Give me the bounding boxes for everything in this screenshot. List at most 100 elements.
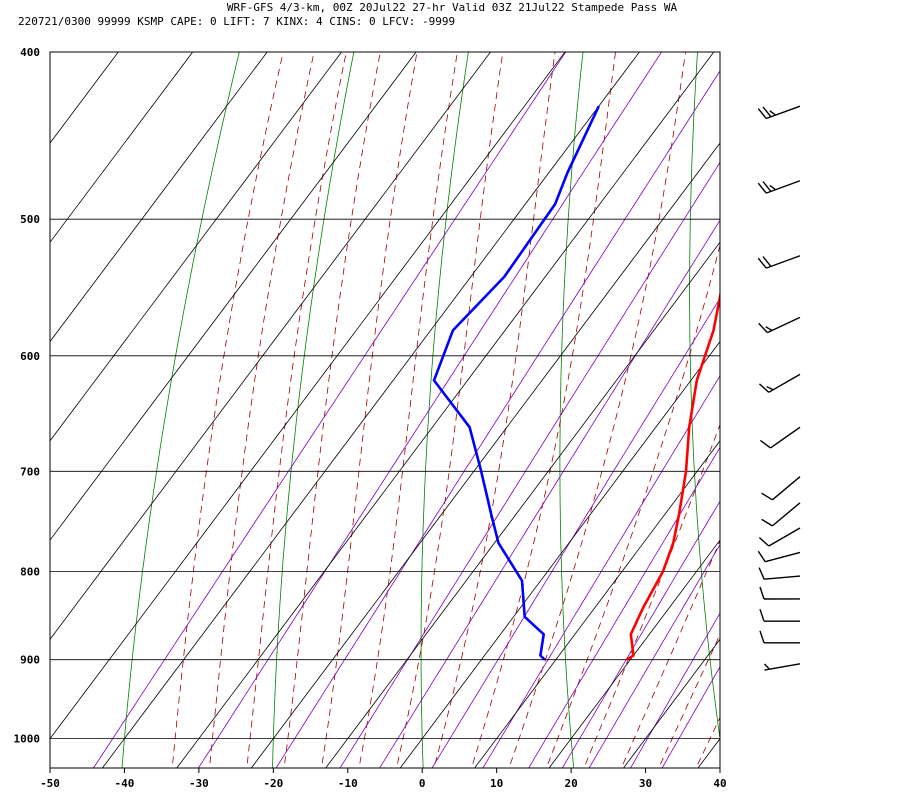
mixing-ratio-line bbox=[588, 543, 720, 768]
chart-title: WRF-GFS 4/3-km, 00Z 20Jul22 27-hr Valid … bbox=[227, 1, 678, 14]
x-tick-label: -30 bbox=[189, 777, 209, 790]
y-tick-label: 900 bbox=[20, 654, 40, 667]
moist-adiabat-line bbox=[246, 52, 347, 768]
wind-barb-staff bbox=[765, 551, 801, 563]
y-tick-label: 400 bbox=[20, 46, 40, 59]
wind-barb-staff bbox=[764, 575, 801, 580]
moist-adiabat-line bbox=[208, 52, 315, 768]
moist-adiabat-line bbox=[433, 52, 556, 768]
wind-barb bbox=[758, 567, 801, 580]
mixing-ratio-line bbox=[630, 612, 720, 768]
wind-barb bbox=[761, 476, 801, 501]
moist-adiabat-line bbox=[471, 52, 616, 768]
isotherm-line bbox=[623, 638, 720, 768]
dewpoint-profile bbox=[432, 105, 600, 661]
y-tick-label: 1000 bbox=[14, 733, 41, 746]
isotherm-line bbox=[50, 52, 417, 541]
isotherm-line bbox=[176, 52, 715, 768]
moist-adiabat-line bbox=[395, 52, 504, 768]
wind-barb-staff bbox=[765, 255, 801, 269]
wind-barb bbox=[759, 630, 801, 644]
wind-barb-staff bbox=[768, 373, 801, 393]
mixing-ratio-line bbox=[339, 161, 720, 768]
isotherm-line bbox=[474, 440, 720, 768]
mixing-ratio-line bbox=[661, 666, 720, 768]
wind-barb-feather bbox=[759, 608, 765, 622]
isotherm-line bbox=[697, 738, 720, 768]
plot-frame bbox=[49, 51, 721, 769]
dry-adiabat-line bbox=[121, 52, 240, 768]
wind-barb-feather bbox=[766, 385, 774, 391]
mixing-ratio-line bbox=[431, 297, 720, 768]
moist-adiabat-line bbox=[620, 539, 720, 768]
x-tick-label: -20 bbox=[263, 777, 283, 790]
wind-barb-staff bbox=[765, 180, 801, 194]
isotherm-line bbox=[50, 52, 268, 343]
dry-adiabat-line bbox=[689, 52, 720, 742]
mixing-ratio-line bbox=[92, 52, 567, 768]
chart-subtitle: 220721/0300 99999 KSMP CAPE: 0 LIFT: 7 K… bbox=[18, 15, 455, 28]
mixing-ratio-line bbox=[482, 375, 720, 768]
wind-barb-staff bbox=[767, 316, 801, 334]
x-tick-label: -40 bbox=[115, 777, 135, 790]
wind-barb-staff bbox=[764, 663, 801, 671]
wind-barb-feather bbox=[761, 492, 773, 501]
isotherm-line bbox=[50, 52, 119, 144]
wind-barb bbox=[758, 527, 801, 547]
isotherm-line bbox=[50, 52, 566, 740]
wind-barb bbox=[759, 426, 801, 449]
y-tick-label: 500 bbox=[20, 213, 40, 226]
wind-barb-staff bbox=[768, 527, 801, 547]
temperature-profile bbox=[625, 290, 720, 661]
mixing-ratio-line bbox=[197, 52, 662, 768]
wind-barb-feather bbox=[758, 537, 770, 547]
isotherm-line bbox=[50, 52, 342, 442]
moist-adiabat-line bbox=[695, 716, 720, 768]
y-tick-label: 600 bbox=[20, 350, 40, 363]
isotherm-line bbox=[102, 52, 640, 768]
y-tick-label: 700 bbox=[20, 465, 40, 478]
isotherm-line bbox=[250, 142, 720, 768]
wind-barb bbox=[757, 105, 801, 120]
x-tick-label: -50 bbox=[40, 777, 60, 790]
moist-adiabat-line bbox=[583, 423, 720, 768]
x-tick-label: 40 bbox=[713, 777, 726, 790]
wind-barb bbox=[758, 373, 801, 393]
wind-barb-staff bbox=[771, 476, 801, 501]
mixing-ratio-line bbox=[561, 500, 720, 768]
x-tick-label: 0 bbox=[419, 777, 426, 790]
wind-barb bbox=[757, 550, 801, 563]
moist-adiabat-line bbox=[321, 52, 418, 768]
dry-adiabat-line bbox=[272, 52, 355, 768]
isotherm-line bbox=[548, 539, 720, 768]
wind-barb-feather bbox=[757, 550, 766, 563]
wind-barb-feather bbox=[757, 108, 767, 119]
wind-barb-feather bbox=[757, 257, 767, 269]
wind-barb-feather bbox=[758, 383, 770, 393]
wind-barb-feather bbox=[759, 439, 771, 449]
dry-adiabat-line bbox=[420, 52, 469, 768]
wind-barb-staff bbox=[770, 426, 801, 449]
wind-barb-feather bbox=[765, 326, 773, 332]
isotherm-line bbox=[399, 340, 720, 768]
x-tick-label: -10 bbox=[338, 777, 358, 790]
wind-barb bbox=[758, 316, 801, 334]
wind-barb-feather bbox=[769, 110, 777, 116]
wind-barb-feather bbox=[769, 184, 777, 191]
grid bbox=[50, 51, 720, 768]
wind-barb-feather bbox=[757, 182, 767, 194]
wind-barb-feather bbox=[762, 106, 772, 118]
moist-adiabat-line bbox=[171, 52, 284, 768]
wind-barbs bbox=[757, 105, 801, 671]
x-tick-label: 10 bbox=[490, 777, 503, 790]
mixing-ratio-line bbox=[275, 70, 720, 768]
wind-barb bbox=[763, 663, 801, 671]
dry-adiabat-line bbox=[811, 0, 876, 775]
dry-adiabat-line bbox=[559, 52, 584, 768]
mixing-ratio-line bbox=[528, 446, 720, 768]
moist-adiabat-line bbox=[508, 52, 686, 768]
isotherm-line bbox=[50, 52, 194, 243]
wind-barb-feather bbox=[759, 630, 765, 644]
isotherm-line bbox=[50, 52, 491, 640]
